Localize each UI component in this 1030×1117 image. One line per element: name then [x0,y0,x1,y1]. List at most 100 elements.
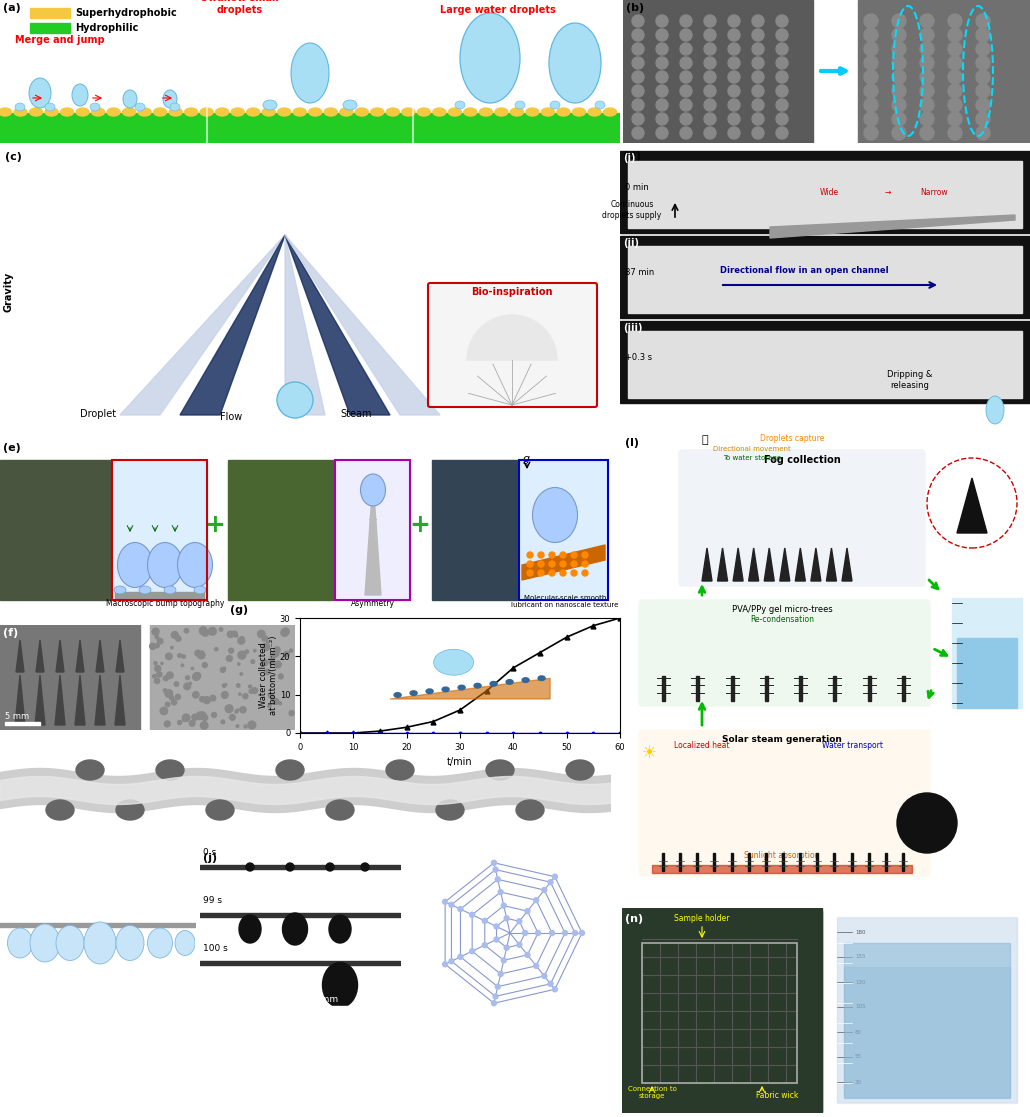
Text: Fresh water: Fresh water [983,653,992,703]
Circle shape [632,29,644,41]
Ellipse shape [294,108,306,116]
Circle shape [240,672,243,676]
Bar [902,853,904,871]
Circle shape [632,71,644,83]
Circle shape [573,930,578,936]
Ellipse shape [117,543,152,588]
Polygon shape [96,640,104,672]
Text: Continuous
droplets supply: Continuous droplets supply [603,200,661,220]
Circle shape [149,643,156,649]
Circle shape [632,15,644,27]
Circle shape [499,889,503,895]
Circle shape [776,15,788,27]
Circle shape [165,703,170,707]
Circle shape [175,695,180,699]
Circle shape [656,99,668,111]
Bar [837,918,1017,1102]
Bar [620,321,1030,403]
Ellipse shape [170,103,180,111]
Circle shape [948,42,962,56]
Bar [867,853,869,871]
Polygon shape [16,640,24,672]
Ellipse shape [239,915,261,943]
Bar [628,246,1022,313]
Ellipse shape [135,103,145,111]
Circle shape [182,714,190,722]
Circle shape [892,112,906,126]
Polygon shape [115,675,125,725]
Circle shape [284,651,289,657]
Circle shape [948,15,962,28]
Ellipse shape [45,108,58,116]
Ellipse shape [56,926,84,961]
Circle shape [976,112,990,126]
Ellipse shape [436,800,464,820]
Ellipse shape [515,101,525,109]
Ellipse shape [455,101,465,109]
Bar [952,598,1022,708]
Polygon shape [764,548,775,581]
Ellipse shape [263,108,275,116]
Polygon shape [116,640,124,672]
Circle shape [200,697,205,701]
Circle shape [249,689,253,694]
Circle shape [202,715,208,720]
Ellipse shape [194,586,206,594]
Circle shape [534,898,539,903]
Circle shape [263,643,270,650]
Circle shape [776,99,788,111]
Circle shape [198,651,205,659]
Ellipse shape [46,800,74,820]
Bar [310,1006,365,1009]
Circle shape [948,112,962,126]
Circle shape [656,42,668,55]
Text: 170: 170 [824,941,835,945]
Circle shape [195,672,201,679]
Circle shape [165,689,173,697]
Circle shape [680,127,692,139]
Ellipse shape [550,101,560,109]
Text: Connection to
storage: Connection to storage [627,1086,677,1099]
Circle shape [201,722,208,729]
Circle shape [178,653,181,657]
Bar [662,676,665,701]
Polygon shape [15,675,25,725]
Text: +: + [410,513,431,537]
Circle shape [560,552,566,558]
Circle shape [656,71,668,83]
Ellipse shape [215,108,229,116]
Circle shape [864,84,878,98]
Circle shape [161,707,168,715]
Circle shape [897,793,957,853]
Text: Sample holder: Sample holder [675,914,729,923]
Circle shape [656,57,668,69]
Circle shape [267,641,269,642]
Bar [730,676,733,701]
Circle shape [948,70,962,84]
Bar [335,460,410,600]
Text: (i): (i) [3,853,18,863]
Circle shape [248,685,251,688]
Circle shape [680,99,692,111]
Polygon shape [770,214,1015,238]
Circle shape [258,630,265,638]
Ellipse shape [526,108,539,116]
Circle shape [174,681,178,686]
Text: To water storage: To water storage [723,455,781,461]
Text: Droplets capture: Droplets capture [760,435,824,443]
Circle shape [154,678,160,684]
Circle shape [752,127,764,139]
Circle shape [230,715,235,720]
Circle shape [527,570,533,576]
Text: Superhydrophobic: Superhydrophobic [75,8,177,18]
Circle shape [864,28,878,42]
Circle shape [327,863,334,871]
Ellipse shape [163,90,177,108]
Ellipse shape [542,108,554,116]
Bar [0,626,140,731]
Text: (f): (f) [3,628,19,638]
Circle shape [864,70,878,84]
Circle shape [864,126,878,140]
Circle shape [226,705,233,713]
Circle shape [289,649,293,652]
